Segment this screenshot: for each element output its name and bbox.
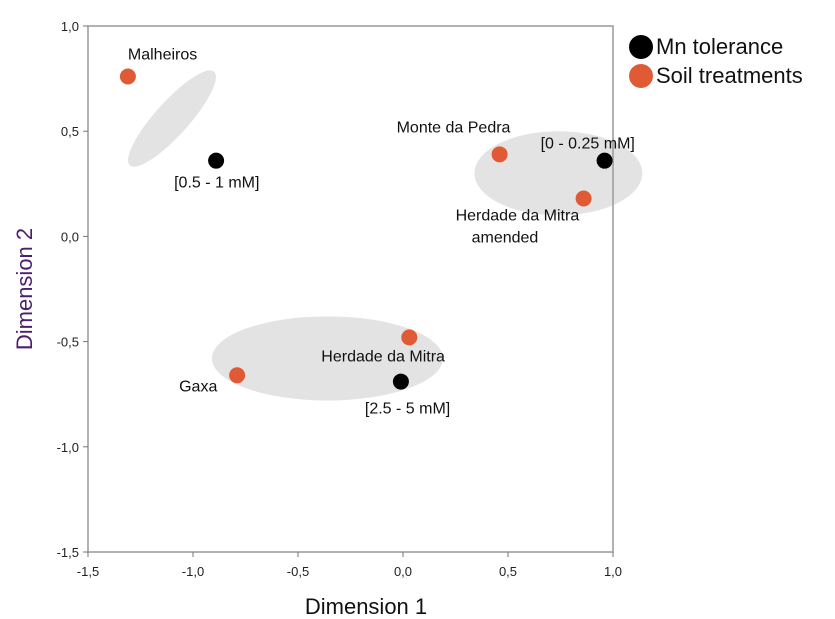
- cluster-ellipse-2: [474, 131, 643, 216]
- point-soil-treatment-1: [119, 68, 136, 85]
- x-tick-label: -0,5: [287, 564, 309, 579]
- x-tick-label: 1,0: [604, 564, 622, 579]
- point-label: Gaxa: [179, 378, 217, 395]
- point-labels: [0.5 - 1 mM] [0 - 0.25 mM] [2.5 - 5 mM] Mal…: [128, 46, 635, 417]
- cluster-ellipse-3: [211, 316, 443, 401]
- x-tick-label: 0,5: [499, 564, 517, 579]
- x-tick-label: 0,0: [394, 564, 412, 579]
- point-label: [0.5 - 1 mM]: [174, 175, 259, 192]
- y-tick-label: 0,0: [61, 229, 79, 244]
- point-label: Herdade da Mitra amended: [456, 208, 580, 247]
- point-soil-treatment-3: [575, 190, 592, 207]
- point-mn-tolerance-3: [392, 373, 409, 390]
- point-soil-treatment-5: [229, 367, 246, 384]
- legend-marker-mn-tolerance: [629, 35, 653, 59]
- data-points: [119, 68, 613, 390]
- x-axis-title: Dimension 1: [305, 594, 427, 619]
- x-tick-label: -1,0: [182, 564, 204, 579]
- point-soil-treatment-2: [491, 146, 508, 163]
- y-tick-label: 0,5: [61, 124, 79, 139]
- point-label: Monte da Pedra: [397, 119, 511, 136]
- point-mn-tolerance-1: [208, 152, 225, 169]
- point-label: [0 - 0.25 mM]: [541, 136, 635, 153]
- y-tick-label: -0,5: [57, 335, 79, 350]
- legend: Mn tolerance Soil treatments: [629, 34, 803, 88]
- point-mn-tolerance-2: [596, 152, 613, 169]
- cluster-ellipses: [128, 70, 643, 401]
- point-label: Herdade da Mitra: [321, 348, 445, 365]
- legend-label-soil-treatments: Soil treatments: [656, 63, 803, 88]
- legend-label-mn-tolerance: Mn tolerance: [656, 34, 783, 59]
- point-label: Malheiros: [128, 46, 197, 63]
- plot-frame: [87, 25, 614, 553]
- cluster-ellipse-1: [128, 70, 216, 167]
- y-axis-title: Dimension 2: [12, 228, 37, 350]
- point-label: [2.5 - 5 mM]: [365, 401, 450, 418]
- x-tick-label: -1,5: [77, 564, 99, 579]
- y-tick-label: 1,0: [61, 19, 79, 34]
- legend-marker-soil-treatments: [629, 64, 653, 88]
- y-tick-label: -1,5: [57, 545, 79, 560]
- y-tick-label: -1,0: [57, 440, 79, 455]
- axis-ticks: -1,5 -1,0 -0,5 0,0 0,5 1,0 1,0 0,5 0,0 -0,5 -1,0 -1…: [57, 19, 622, 579]
- point-soil-treatment-4: [401, 329, 418, 346]
